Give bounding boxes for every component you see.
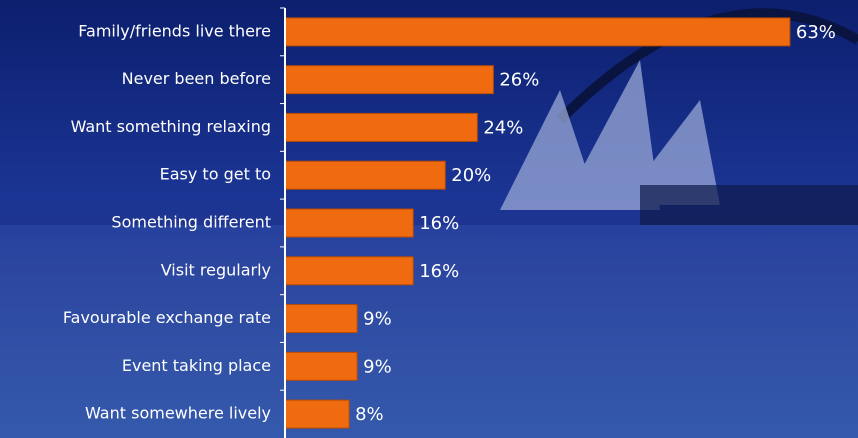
- page: {"chart_data": {"type": "hbar", "categor…: [0, 0, 858, 438]
- value-label: 16%: [419, 261, 459, 282]
- category-label: Want something relaxing: [71, 117, 271, 136]
- skyline: [640, 185, 858, 225]
- bar: [285, 161, 445, 189]
- bar: [285, 113, 477, 141]
- value-label: 8%: [355, 404, 384, 425]
- category-label: Event taking place: [122, 356, 271, 375]
- bar: [285, 209, 413, 237]
- category-label: Favourable exchange rate: [63, 308, 271, 327]
- value-label: 9%: [363, 309, 392, 330]
- value-label: 24%: [483, 117, 523, 138]
- bar: [285, 18, 790, 46]
- bar: [285, 305, 357, 333]
- category-label: Visit regularly: [161, 260, 271, 279]
- category-label: Want somewhere lively: [85, 404, 271, 423]
- category-label: Never been before: [122, 69, 271, 88]
- bar: [285, 257, 413, 285]
- value-label: 63%: [796, 22, 836, 43]
- value-label: 16%: [419, 213, 459, 234]
- category-label: Something different: [111, 213, 271, 232]
- bar: [285, 352, 357, 380]
- bar: [285, 400, 349, 428]
- value-label: 26%: [499, 70, 539, 91]
- value-label: 9%: [363, 356, 392, 377]
- bar: [285, 66, 493, 94]
- value-label: 20%: [451, 165, 491, 186]
- chart: Family/friends live there 63% Never been b…: [0, 0, 858, 438]
- category-label: Easy to get to: [160, 165, 271, 184]
- category-label: Family/friends live there: [78, 21, 271, 40]
